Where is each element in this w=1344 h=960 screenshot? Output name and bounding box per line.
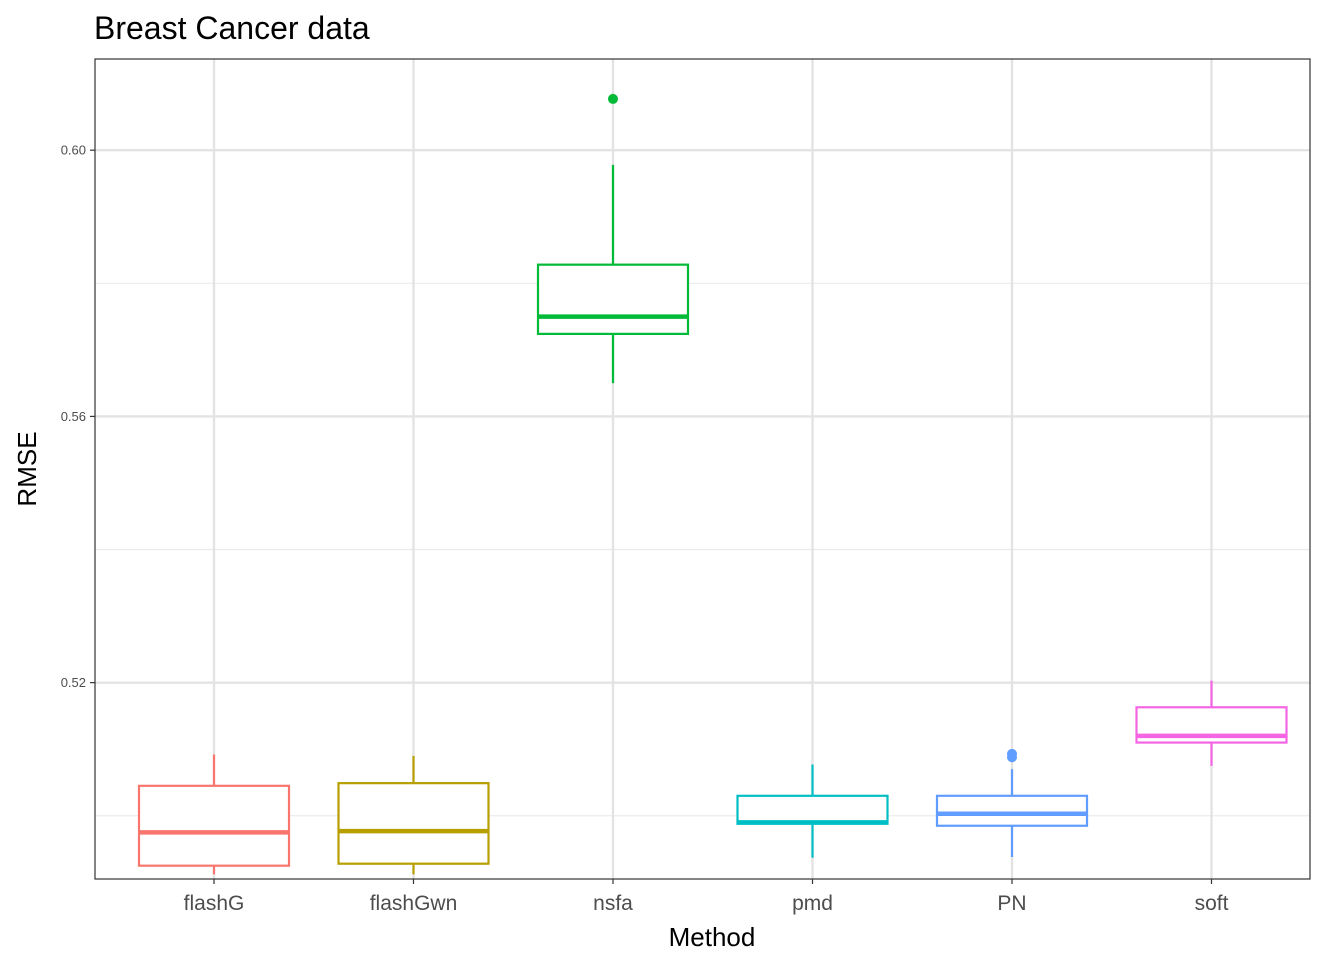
x-tick-label: flashG [184, 892, 245, 915]
x-tick-label: soft [1195, 892, 1229, 915]
box-iqr [337, 782, 490, 865]
chart-title: Breast Cancer data [94, 10, 370, 46]
box-iqr [137, 784, 291, 867]
x-tick-label: nsfa [593, 892, 633, 915]
box-series [137, 93, 1288, 875]
x-tick-label: flashGwn [370, 892, 458, 915]
y-tick-label: 0.60 [61, 143, 86, 158]
box-nsfa [536, 93, 690, 384]
box-soft [1135, 680, 1288, 766]
box-PN [935, 748, 1089, 858]
y-axis: 0.52 0.56 0.60 [61, 143, 95, 690]
x-tick-label: pmd [792, 892, 833, 915]
box-pmd [736, 764, 889, 858]
x-tick-label: PN [997, 892, 1026, 915]
outlier-point [608, 93, 618, 104]
panel-border [94, 58, 1311, 880]
x-axis-title: Method [669, 922, 756, 952]
box-flashG [137, 754, 291, 875]
box-iqr [536, 263, 690, 335]
y-tick-label: 0.52 [61, 675, 86, 690]
y-axis-title: RMSE [12, 431, 42, 506]
box-flashGwn [337, 755, 490, 875]
box-iqr [736, 794, 889, 825]
y-tick-label: 0.56 [61, 409, 86, 424]
outlier-point [1007, 748, 1017, 759]
box-iqr [935, 794, 1089, 827]
x-axis: flashG flashGwn nsfa pmd PN soft [184, 879, 1229, 915]
